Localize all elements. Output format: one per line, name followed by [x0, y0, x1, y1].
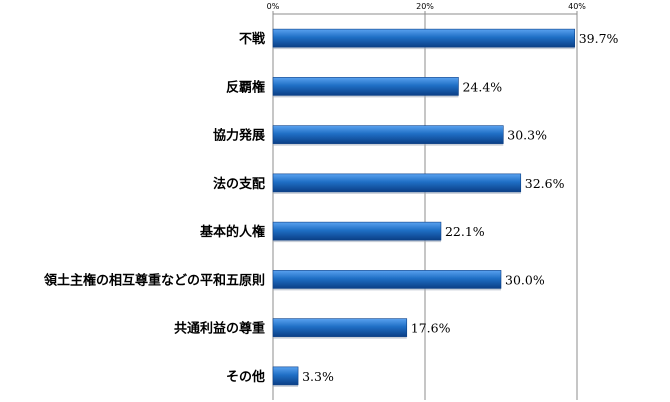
bar [272, 366, 299, 386]
data-label: 24.4% [462, 79, 502, 94]
bars [272, 28, 576, 387]
category-label: 共通利益の尊重 [174, 321, 265, 337]
category-label: その他 [226, 369, 265, 385]
data-label: 30.3% [507, 128, 547, 143]
category-label: 不戦 [239, 31, 266, 47]
category-label: 領土主権の相互尊重などの平和五原則 [44, 272, 265, 288]
category-label: 反覇権 [226, 79, 265, 95]
data-label: 17.6% [411, 321, 451, 336]
x-tick-label: 0% [267, 2, 280, 11]
grid-layer [272, 11, 578, 400]
bar [272, 125, 504, 144]
bar [272, 270, 502, 289]
value-labels: 39.7% 24.4% 30.3% 32.6% 22.1% 30.0% 17.6% 3.3% [302, 31, 618, 384]
bar [272, 221, 442, 241]
data-label: 3.3% [302, 369, 334, 384]
data-label: 30.0% [505, 272, 545, 287]
bar [272, 318, 408, 337]
data-label: 22.1% [445, 224, 485, 239]
data-label: 32.6% [525, 176, 565, 191]
category-labels: 不戦反覇権協力発展法の支配基本的人権領土主権の相互尊重などの平和五原則共通利益の… [44, 31, 266, 385]
x-tick-labels: 0% 20% 40% [267, 2, 587, 11]
bar [272, 28, 576, 48]
category-label: 協力発展 [213, 128, 266, 144]
bar [272, 77, 459, 96]
x-tick-label: 20% [416, 2, 434, 11]
data-label: 39.7% [579, 31, 619, 46]
bar [272, 173, 522, 193]
x-tick-label: 40% [568, 2, 586, 11]
category-label: 基本的人権 [199, 224, 265, 240]
category-label: 法の支配 [213, 176, 265, 192]
